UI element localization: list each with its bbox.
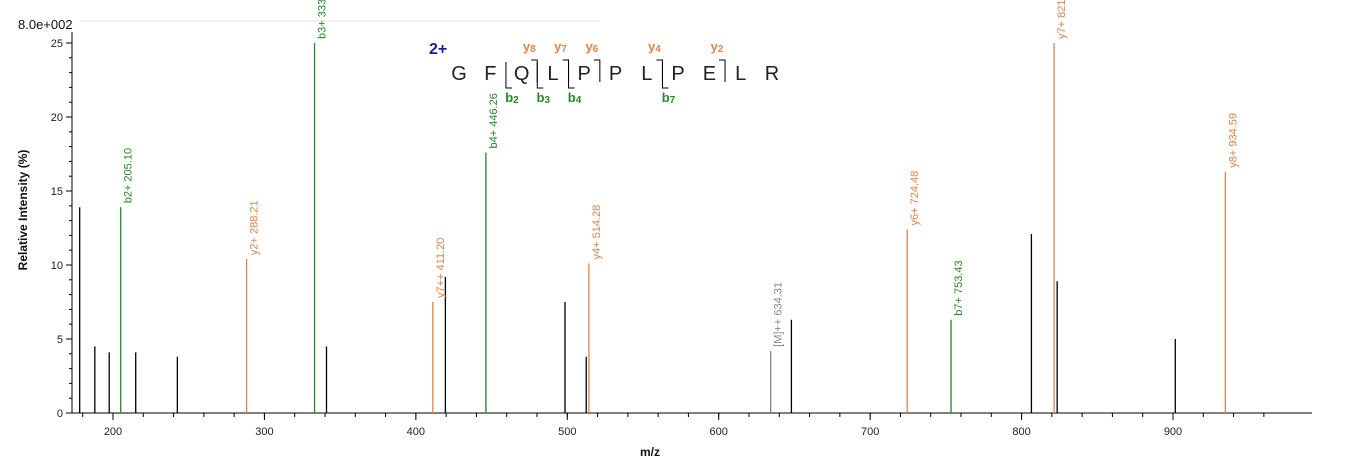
- b-ion-bracket: [568, 62, 575, 89]
- sequence-residue: P: [609, 63, 622, 85]
- y-ion-bracket: [562, 59, 570, 82]
- x-tick-label: 600: [710, 426, 728, 438]
- peak-label: y8+ 934.59: [1227, 113, 1239, 168]
- y-ion-index: 8: [530, 44, 536, 55]
- charge-state-label: 2+: [429, 41, 447, 58]
- intensity-scale-label: 8.0e+002: [18, 17, 73, 32]
- b-ion-index: 3: [544, 95, 550, 106]
- y-ion-bracket: [656, 59, 663, 82]
- y-tick-label: 20: [51, 112, 63, 124]
- peak-label: [M]++ 634.31: [773, 282, 785, 347]
- x-tick-label: 200: [104, 426, 122, 438]
- sequence-residue: P: [578, 63, 591, 85]
- y-tick-label: 25: [51, 38, 63, 50]
- y-tick-label: 0: [57, 408, 63, 420]
- peak-label: b4+ 446.26: [488, 93, 500, 148]
- b-ion-label: b7: [662, 90, 676, 106]
- peak-label: b2+ 205.10: [123, 148, 135, 203]
- b-ion-label: b4: [568, 90, 582, 106]
- b-ion-bracket: [536, 62, 544, 89]
- sequence-residue: E: [703, 63, 716, 85]
- y-ion-index: 7: [561, 44, 567, 55]
- x-tick-label: 300: [255, 426, 273, 438]
- sequence-residue: G: [451, 63, 467, 85]
- b-ion-index: 4: [576, 95, 582, 106]
- sequence-residue: P: [671, 63, 684, 85]
- b-ion-index: 7: [670, 95, 676, 106]
- y-tick-label: 5: [57, 334, 63, 346]
- sequence-residue: L: [547, 63, 558, 85]
- y-ion-bracket: [719, 59, 726, 82]
- b-ion-label: b2: [505, 90, 519, 106]
- x-tick-label: 500: [558, 426, 576, 438]
- x-tick-label: 400: [407, 426, 425, 438]
- peak-label: y7+ 821.48: [1056, 0, 1068, 39]
- peaks: b2+ 205.10 y2+ 288.21 b3+ 333.1 y7++ 411.20…: [79, 0, 1239, 413]
- y-ion-index: 6: [593, 44, 599, 55]
- sequence-residue: R: [765, 63, 779, 85]
- x-tick-label: 700: [861, 426, 879, 438]
- x-tick-label: 800: [1012, 426, 1030, 438]
- peak-label: y6+ 724.48: [909, 171, 921, 226]
- x-axis-title: m/z: [640, 445, 660, 459]
- y-tick-label: 15: [51, 186, 63, 198]
- peak-label: y2+ 288.21: [249, 200, 261, 255]
- y-ion-index: 2: [718, 44, 724, 55]
- sequence-residue: F: [484, 63, 496, 85]
- y-axis-title: Relative Intensity (%): [16, 150, 30, 271]
- axes: 200 300 400 500 600 700 800 900 0 5 10 15 20 25: [51, 20, 1312, 438]
- y-ion-bracket: [593, 59, 601, 82]
- peak-label: y4+ 514.28: [591, 205, 603, 260]
- y-tick-label: 10: [51, 260, 63, 272]
- sequence-residue: Q: [514, 63, 530, 85]
- y-ion-index: 4: [655, 44, 661, 55]
- sequence-residue: L: [641, 63, 652, 85]
- b-ion-bracket: [505, 62, 512, 89]
- b-ion-index: 2: [513, 95, 519, 106]
- y-ion-label: y4: [648, 39, 661, 55]
- peak-label: b7+ 753.43: [953, 260, 965, 315]
- peak-label: b3+ 333.1: [317, 0, 329, 39]
- y-ion-label: y8: [523, 39, 536, 55]
- b-ion-label: b3: [536, 90, 550, 106]
- y-ion-label: y6: [585, 39, 598, 55]
- b-ion-bracket: [661, 62, 669, 89]
- y-ion-label: y7: [554, 39, 567, 55]
- sequence-residue: L: [735, 63, 746, 85]
- peak-label: y7++ 411.20: [435, 238, 447, 298]
- y-ion-label: y2: [711, 39, 724, 55]
- x-tick-label: 900: [1164, 426, 1182, 438]
- y-ion-bracket: [531, 59, 538, 82]
